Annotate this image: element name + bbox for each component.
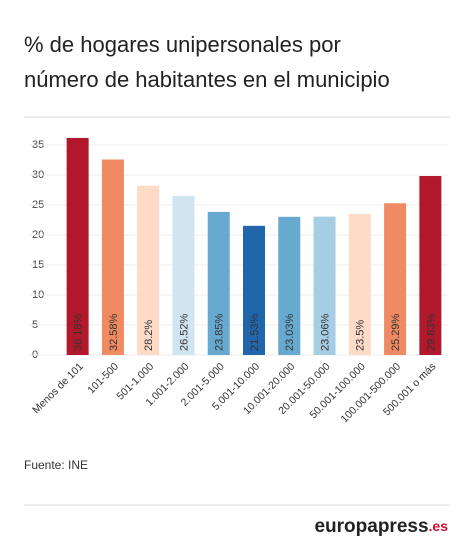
bar — [66, 137, 89, 355]
bar — [207, 211, 230, 355]
source: Fuente: INE — [24, 458, 88, 472]
logo-main: europapress — [314, 516, 428, 537]
bar — [278, 216, 301, 355]
value-label: 32.58% — [108, 313, 120, 351]
value-label: 23.5% — [355, 320, 367, 351]
bar — [101, 159, 124, 355]
value-label: 36.18% — [73, 313, 85, 351]
chart-title: número de habitantes en el municipio — [24, 67, 390, 92]
value-label: 28.2% — [143, 320, 155, 351]
value-label: 21.53% — [249, 313, 261, 351]
value-label: 23.06% — [319, 313, 331, 351]
bar — [137, 185, 160, 355]
bar — [348, 214, 371, 355]
x-tick-label: 100.001-500.000 — [339, 360, 404, 425]
x-tick-label: 101-500 — [85, 360, 121, 396]
value-label: 25.29% — [390, 313, 402, 351]
value-label: 23.03% — [284, 313, 296, 351]
bar — [419, 176, 442, 355]
x-tick-label: Menos de 101 — [30, 360, 86, 416]
value-label: 26.52% — [178, 313, 190, 351]
bar — [313, 216, 336, 355]
bar — [172, 195, 195, 355]
bar — [243, 225, 265, 355]
value-label: 29.83% — [425, 313, 437, 351]
logo-suffix: .es — [429, 518, 449, 534]
value-label: 23.85% — [214, 313, 226, 351]
logo: europapress.es — [314, 516, 448, 537]
bar — [384, 203, 407, 355]
chart-title: % de hogares unipersonales por — [24, 32, 341, 57]
